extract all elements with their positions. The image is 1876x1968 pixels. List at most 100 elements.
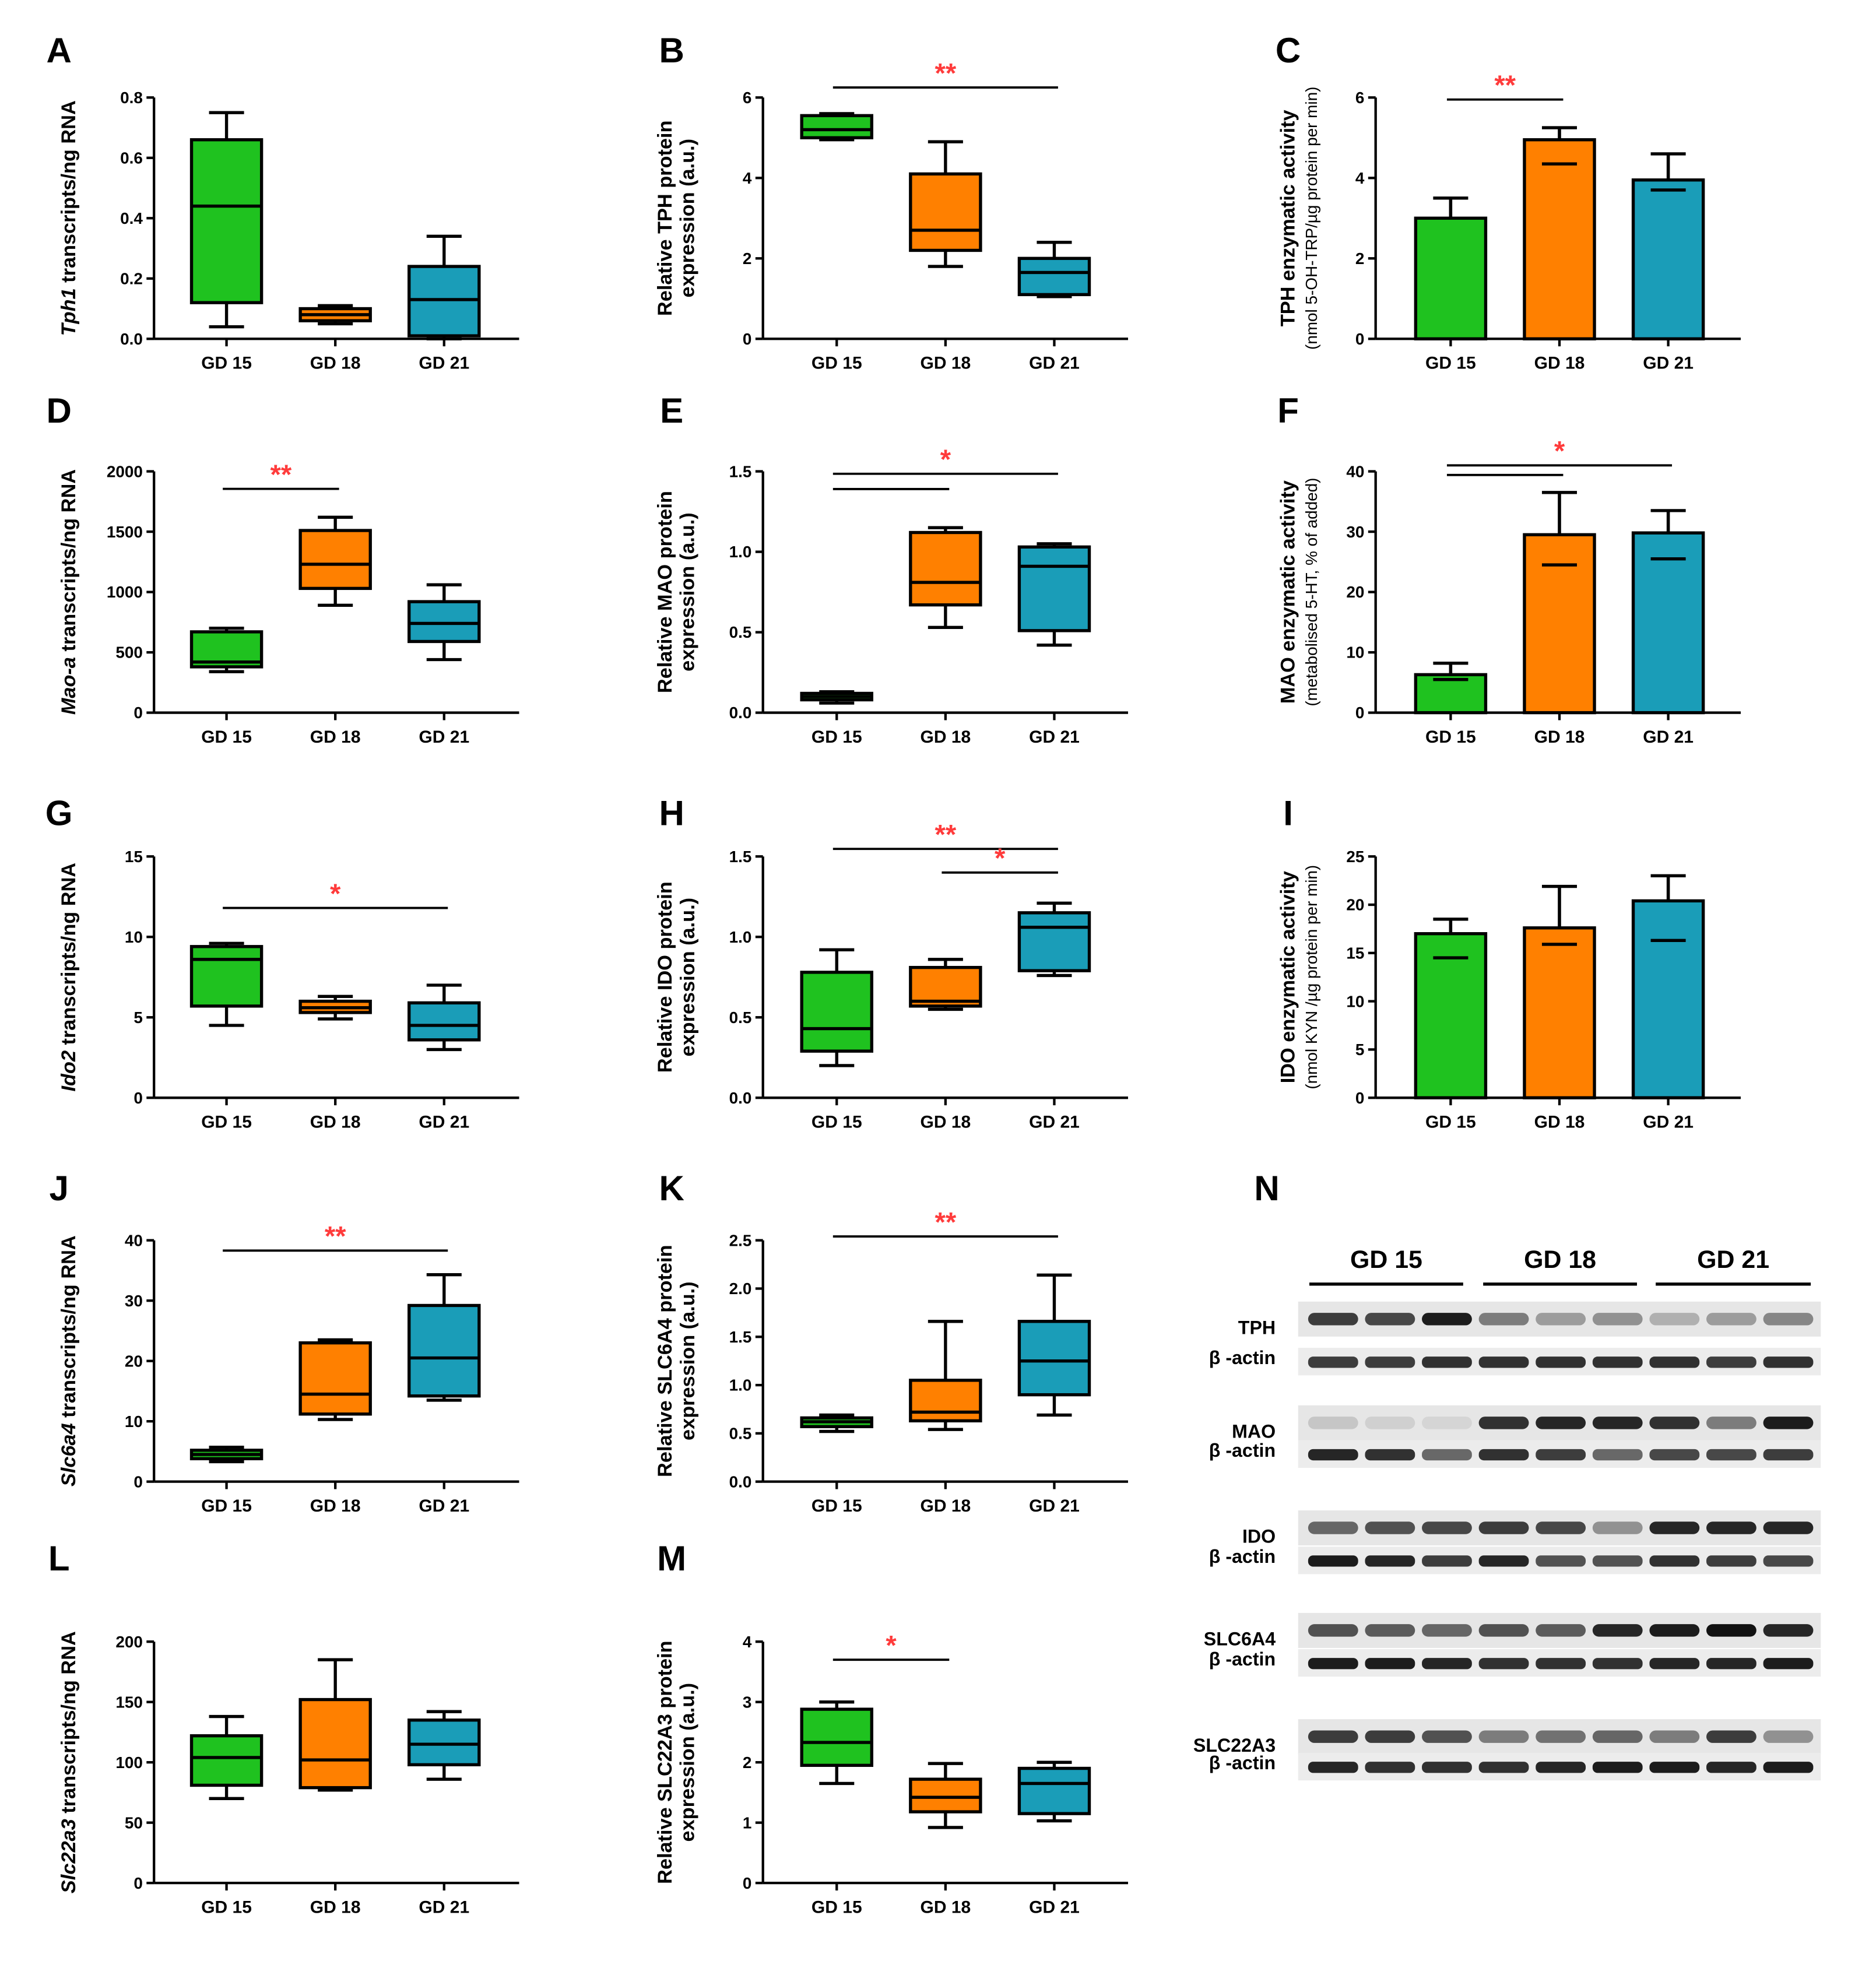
panel-letter: B [659, 31, 684, 70]
y-tick-label: 2000 [107, 462, 143, 480]
y-tick-label: 0.5 [729, 623, 752, 641]
x-tick-label: GD 21 [419, 728, 469, 747]
y-tick-label: 0.0 [729, 1089, 752, 1107]
y-axis-label-text: Relative TPH protein [654, 121, 676, 316]
significance-stars: ** [935, 57, 957, 88]
blot-band [1706, 1313, 1756, 1326]
actin-band [1365, 1658, 1415, 1670]
y-axis-label: Tph1 transcripts/ng RNA [58, 100, 80, 336]
actin-band [1592, 1555, 1643, 1567]
x-tick-label: GD 15 [1425, 728, 1476, 747]
y-tick-label: 3 [743, 1693, 752, 1711]
x-tick-label: GD 18 [920, 1898, 971, 1917]
blot-band [1365, 1730, 1415, 1743]
y-axis-label-line2: expression (a.u.) [677, 1281, 699, 1440]
actin-band [1706, 1356, 1756, 1368]
y-tick-label: 100 [115, 1753, 143, 1772]
panel-L: L 0 50 100 150 200 Slc22a3 transcripts/ng RNA G… [48, 1539, 519, 1917]
actin-band [1422, 1658, 1472, 1670]
actin-band [1763, 1356, 1814, 1368]
significance-stars: ** [935, 1206, 957, 1237]
blot-protein-label: IDO [1242, 1526, 1276, 1547]
y-axis-label-text: transcripts/ng RNA [58, 469, 80, 657]
blot-band [1478, 1730, 1529, 1743]
y-tick-label: 5 [134, 1008, 143, 1027]
significance-stars: * [995, 842, 1006, 873]
x-tick-label: GD 18 [310, 1496, 361, 1516]
blot-band [1706, 1730, 1756, 1743]
blot-band [1649, 1624, 1700, 1637]
panel-H: H 0.0 0.5 1.0 1.5 Relative IDO protein express… [654, 794, 1129, 1132]
y-tick-label: 0 [743, 330, 752, 348]
y-axis-label: TPH enzymatic activity [1277, 110, 1299, 326]
blot-band [1422, 1417, 1472, 1429]
x-tick-label: GD 18 [1534, 1113, 1585, 1132]
box-gd21 [407, 1719, 481, 1766]
y-axis-label-line2: expression (a.u.) [677, 139, 699, 298]
blot-protein-label: SLC22A3 [1193, 1735, 1276, 1756]
y-tick-label: 2 [743, 249, 752, 268]
box-gd15 [800, 971, 874, 1053]
x-tick-label: GD 18 [920, 728, 971, 747]
x-tick-label: GD 21 [419, 354, 469, 373]
y-tick-label: 5 [1355, 1041, 1365, 1059]
x-tick-label: GD 21 [419, 1496, 469, 1516]
box-gd18 [909, 1777, 982, 1814]
box-gd21 [1017, 256, 1091, 297]
x-tick-label: GD 18 [920, 354, 971, 373]
box-gd18 [298, 529, 372, 591]
y-tick-label: 0 [134, 1473, 143, 1491]
y-tick-label: 0.0 [120, 330, 143, 348]
blot-band [1706, 1521, 1756, 1534]
blot-band [1649, 1521, 1700, 1534]
x-tick-label: GD 18 [310, 354, 361, 373]
panel-letter: F [1277, 391, 1299, 430]
y-tick-label: 15 [1346, 944, 1364, 962]
y-tick-label: 0.0 [729, 704, 752, 722]
y-axis-label-text: Relative IDO protein [654, 881, 676, 1073]
blot-band [1649, 1313, 1700, 1326]
y-axis-label-line2: (metabolised 5-HT, % of added) [1302, 478, 1320, 707]
bar-gd18 [1523, 926, 1596, 1099]
bar-gd15 [1414, 216, 1488, 340]
x-tick-label: GD 15 [811, 1496, 862, 1516]
bar-gd15 [1414, 673, 1488, 715]
significance-stars: * [940, 444, 951, 475]
actin-band [1592, 1762, 1643, 1773]
y-tick-label: 2.5 [729, 1231, 752, 1249]
blot-actin-label: β -actin [1209, 1440, 1276, 1461]
blot-band [1763, 1521, 1814, 1534]
actin-band [1649, 1658, 1700, 1670]
gene-name: Ido2 [58, 1050, 80, 1092]
blot-band [1536, 1521, 1586, 1534]
y-axis-label: Slc22a3 transcripts/ng RNA [58, 1631, 80, 1893]
actin-band [1706, 1762, 1756, 1773]
blot-band [1308, 1313, 1358, 1326]
y-tick-label: 10 [125, 928, 143, 946]
y-axis-label-text: TPH enzymatic activity [1277, 110, 1299, 326]
panel-E: E 0.0 0.5 1.0 1.5 Relative MAO protein express… [654, 391, 1129, 747]
panel-letter: A [46, 31, 71, 70]
panel-D: D 0 500 1000 1500 2000 Mao-a transcripts/ng RN… [46, 391, 519, 747]
y-tick-label: 0.8 [120, 89, 143, 107]
panel-I: I 0 5 10 15 20 25 IDO enzymatic activity (nmol K… [1277, 794, 1741, 1132]
blot-band [1536, 1417, 1586, 1429]
y-tick-label: 4 [743, 1633, 752, 1651]
blot-band [1706, 1417, 1756, 1429]
box-gd21 [1017, 911, 1091, 972]
y-axis-label: Mao-a transcripts/ng RNA [58, 469, 80, 715]
x-tick-label: GD 15 [811, 354, 862, 373]
y-tick-label: 10 [125, 1412, 143, 1431]
actin-band [1422, 1449, 1472, 1461]
blot-band [1422, 1624, 1472, 1637]
significance-stars: ** [1494, 69, 1516, 100]
x-tick-label: GD 21 [1643, 1113, 1694, 1132]
blot-band [1422, 1730, 1472, 1743]
blot-group-label: GD 21 [1697, 1246, 1769, 1274]
box-gd21 [407, 1303, 481, 1398]
x-tick-label: GD 21 [1029, 1113, 1080, 1132]
blot-band [1478, 1624, 1529, 1637]
y-tick-label: 0.5 [729, 1425, 752, 1443]
blot-actin-label: β -actin [1209, 1752, 1276, 1773]
blot-band [1308, 1730, 1358, 1743]
